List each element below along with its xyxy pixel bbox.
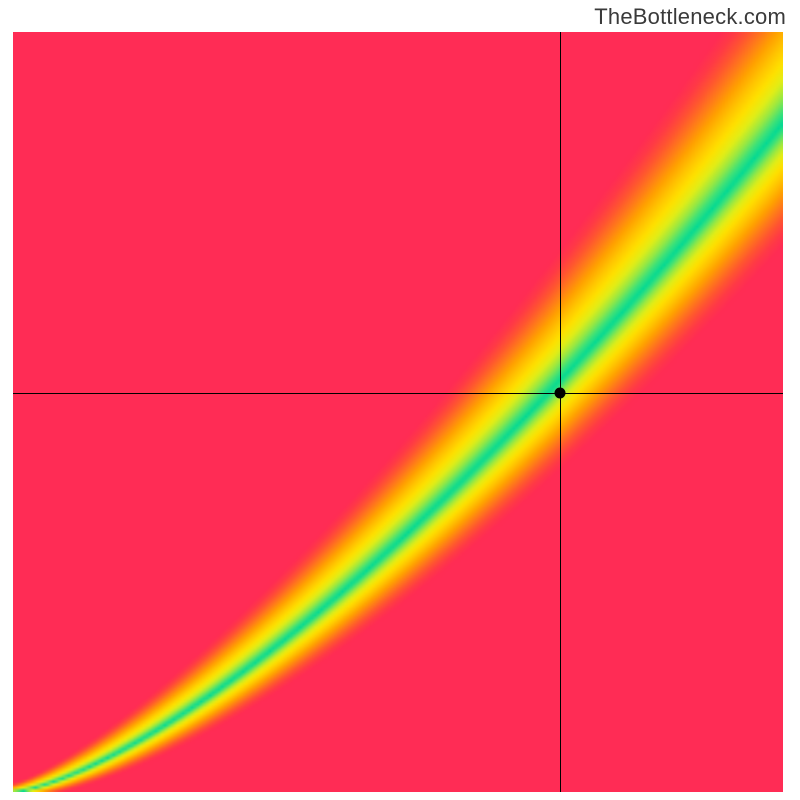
bottleneck-heatmap bbox=[13, 32, 783, 792]
crosshair-vertical bbox=[560, 32, 561, 792]
heatmap-canvas bbox=[13, 32, 783, 792]
crosshair-horizontal bbox=[13, 393, 783, 394]
watermark-text: TheBottleneck.com bbox=[594, 4, 786, 30]
crosshair-marker bbox=[555, 388, 566, 399]
